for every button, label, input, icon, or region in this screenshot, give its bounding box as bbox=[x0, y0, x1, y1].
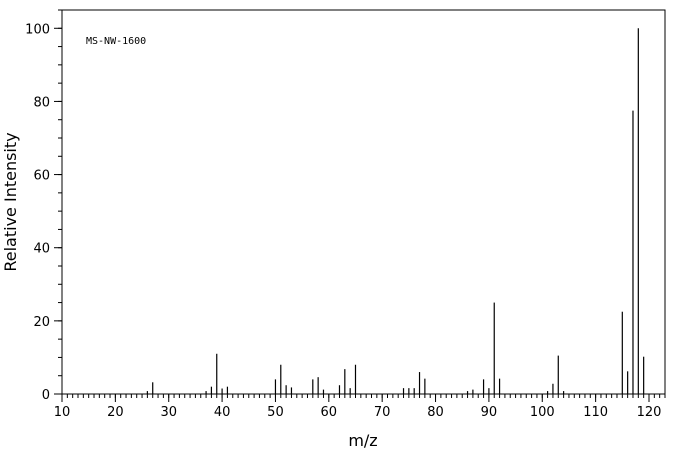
x-tick-label: 70 bbox=[374, 405, 391, 420]
x-tick-label: 120 bbox=[637, 405, 662, 420]
x-tick-label: 90 bbox=[481, 405, 498, 420]
x-tick-label: 100 bbox=[530, 405, 555, 420]
y-tick-label: 0 bbox=[42, 388, 50, 403]
y-tick-label: 40 bbox=[33, 242, 50, 257]
plot-frame bbox=[61, 9, 666, 395]
x-tick-label: 10 bbox=[54, 405, 71, 420]
y-tick-label: 60 bbox=[33, 169, 50, 184]
x-tick-label: 110 bbox=[583, 405, 608, 420]
spectrum-id-annotation: MS-NW-1600 bbox=[86, 36, 146, 47]
y-axis-ticks: 0 20 40 60 80 100 bbox=[25, 22, 62, 403]
x-axis-ticks: 10 20 30 40 50 60 70 80 90 100 110 120 bbox=[54, 394, 662, 420]
y-axis-label: Relative Intensity bbox=[1, 132, 20, 271]
y-tick-label: 20 bbox=[33, 315, 50, 330]
x-tick-label: 40 bbox=[214, 405, 231, 420]
minor-ticks bbox=[58, 9, 666, 398]
x-tick-label: 60 bbox=[321, 405, 338, 420]
x-tick-label: 20 bbox=[107, 405, 124, 420]
x-axis-label: m/z bbox=[348, 431, 377, 450]
spectrum-bars bbox=[146, 28, 645, 394]
y-tick-label: 80 bbox=[33, 95, 50, 110]
x-tick-label: 80 bbox=[427, 405, 444, 420]
y-tick-label: 100 bbox=[25, 22, 50, 37]
x-tick-label: 50 bbox=[267, 405, 284, 420]
x-tick-label: 30 bbox=[160, 405, 177, 420]
